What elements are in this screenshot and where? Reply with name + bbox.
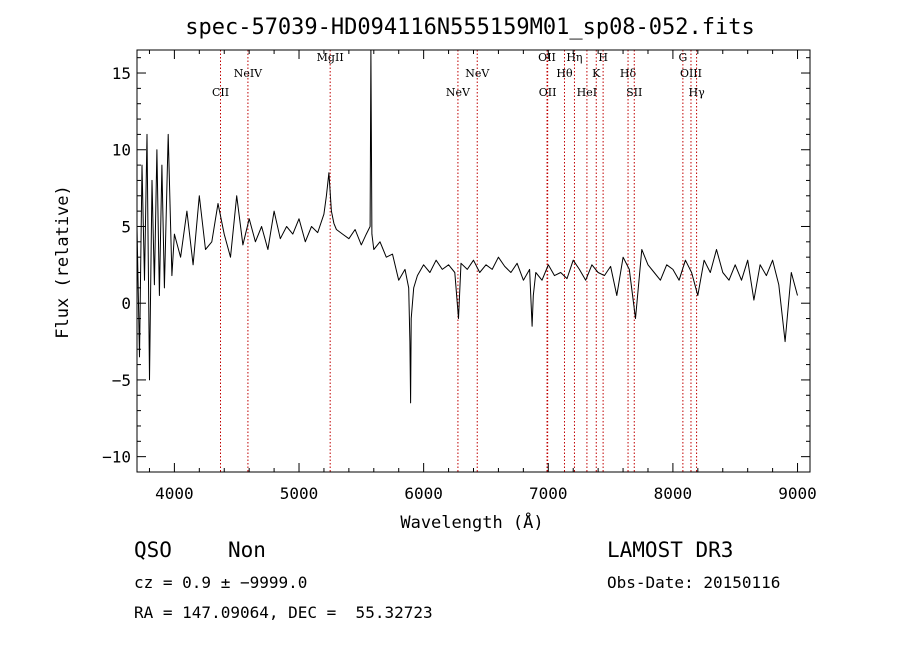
series-flux xyxy=(136,49,798,404)
y-tick-label: 10 xyxy=(112,141,131,160)
line-label: OIII xyxy=(680,67,702,80)
x-tick-label: 4000 xyxy=(155,484,194,503)
line-label: MgII xyxy=(317,51,344,64)
observation-date: Obs-Date: 20150116 xyxy=(607,573,781,592)
coordinates: RA = 147.09064, DEC = 55.32723 xyxy=(134,603,433,622)
line-label: CII xyxy=(212,86,229,99)
redshift-cz: cz = 0.9 ± −9999.0 xyxy=(134,573,308,592)
y-tick-label: −5 xyxy=(112,371,131,390)
object-class: QSO xyxy=(134,538,172,562)
survey-name: LAMOST DR3 xyxy=(607,538,734,562)
y-tick-label: 5 xyxy=(121,217,131,236)
x-tick-label: 7000 xyxy=(529,484,568,503)
line-label: OII xyxy=(539,86,557,99)
x-tick-label: 9000 xyxy=(778,484,817,503)
object-subclass: Non xyxy=(228,538,266,562)
x-tick-label: 5000 xyxy=(280,484,319,503)
line-label: H xyxy=(598,51,608,64)
axes-layer: 4000 5000 6000 7000 8000 9000 −10 −5 0 5 10 15 xyxy=(102,50,817,503)
x-tick-label: 8000 xyxy=(654,484,693,503)
line-label: K xyxy=(592,67,601,80)
y-tick-label: 15 xyxy=(112,64,131,83)
y-tick-label: 0 xyxy=(121,294,131,313)
line-label: NeV xyxy=(465,67,490,80)
line-label: Hδ xyxy=(620,67,637,80)
series-layer xyxy=(136,49,798,404)
x-tick-label: 6000 xyxy=(404,484,443,503)
line-label: SII xyxy=(626,86,642,99)
line-label: G xyxy=(678,51,687,64)
emission-line-markers: CIINeIVMgIINeVNeVOIIOIIHθHηHeIKHHδSIIGOI… xyxy=(212,50,705,472)
line-label: Hγ xyxy=(689,86,706,99)
line-label: HeI xyxy=(577,86,597,99)
x-axis-label: Wavelength (Å) xyxy=(400,511,543,533)
line-label: OII xyxy=(538,51,556,64)
y-axis-label: Flux (relative) xyxy=(53,185,73,339)
line-label: Hη xyxy=(566,51,582,64)
line-label: NeV xyxy=(446,86,471,99)
chart-title: spec-57039-HD094116N555159M01_sp08-052.f… xyxy=(185,15,755,40)
y-tick-label: −10 xyxy=(102,448,131,467)
line-label: NeIV xyxy=(234,67,263,80)
line-label: Hθ xyxy=(556,67,573,80)
